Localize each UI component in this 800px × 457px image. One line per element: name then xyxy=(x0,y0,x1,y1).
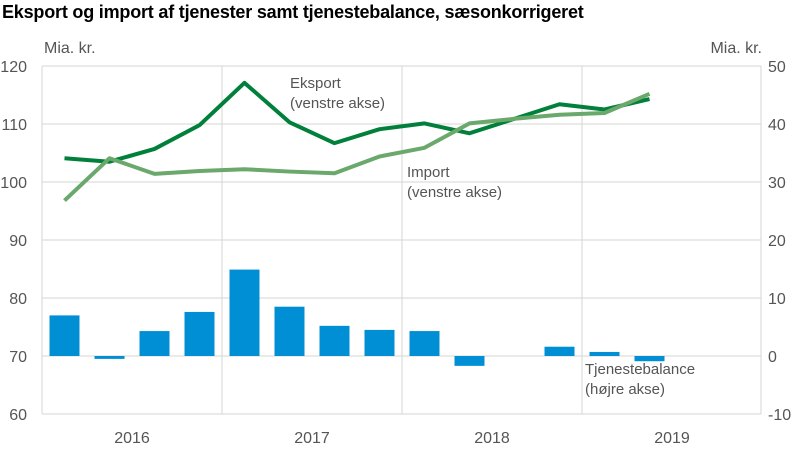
bar-tjenestebalance xyxy=(544,346,575,356)
left-tick-label: 100 xyxy=(0,175,27,192)
left-tick-label: 60 xyxy=(9,407,27,424)
bar-tjenestebalance xyxy=(409,331,440,356)
bar-tjenestebalance xyxy=(274,306,305,356)
grid: 120 50 110 40 100 30 90 20 80 10 70 0 60 -10 2016 2017 2… xyxy=(0,59,791,447)
right-tick-label: 40 xyxy=(768,117,786,134)
bar-tjenestebalance xyxy=(454,356,485,366)
left-tick-label: 90 xyxy=(9,233,27,250)
right-tick-label: 50 xyxy=(768,59,786,76)
x-tick-label: 2017 xyxy=(294,430,330,447)
x-tick-label: 2019 xyxy=(654,430,690,447)
bars xyxy=(49,269,665,366)
lines xyxy=(63,80,651,203)
bar-tjenestebalance xyxy=(319,325,350,356)
eksport-label: Eksport xyxy=(290,75,342,92)
right-tick-label: 0 xyxy=(768,349,777,366)
bar-tjenestebalance xyxy=(634,356,665,362)
left-tick-label: 70 xyxy=(9,349,27,366)
import-label: (venstre akse) xyxy=(407,184,502,201)
tjenestebalance-label: (højre akse) xyxy=(585,381,665,398)
left-axis-unit: Mia. kr. xyxy=(44,40,96,57)
bar-tjenestebalance xyxy=(589,351,620,356)
eksport-label: (venstre akse) xyxy=(290,95,385,112)
right-tick-label: 20 xyxy=(768,233,786,250)
left-tick-label: 80 xyxy=(9,291,27,308)
x-tick-label: 2016 xyxy=(114,430,150,447)
left-tick-label: 110 xyxy=(1,117,27,134)
right-tick-label: 30 xyxy=(768,175,786,192)
line-import xyxy=(63,91,651,203)
right-tick-label: 10 xyxy=(768,291,786,308)
bar-tjenestebalance xyxy=(94,356,125,359)
line-eksport xyxy=(64,80,650,164)
import-label: Import xyxy=(407,164,450,181)
bar-tjenestebalance xyxy=(139,331,170,356)
bar-tjenestebalance xyxy=(184,311,215,356)
labels: Eksport (venstre akse) Import (venstre akse… xyxy=(290,75,695,398)
bar-tjenestebalance xyxy=(229,269,260,356)
right-tick-label: -10 xyxy=(768,407,791,424)
right-axis-unit: Mia. kr. xyxy=(710,40,762,57)
bar-tjenestebalance xyxy=(364,329,395,356)
x-tick-label: 2018 xyxy=(474,430,510,447)
bar-tjenestebalance xyxy=(49,315,80,356)
left-tick-label: 120 xyxy=(0,59,27,76)
tjenestebalance-label: Tjenestebalance xyxy=(585,361,695,378)
chart-title: Eksport og import af tjenester samt tjen… xyxy=(2,2,584,22)
